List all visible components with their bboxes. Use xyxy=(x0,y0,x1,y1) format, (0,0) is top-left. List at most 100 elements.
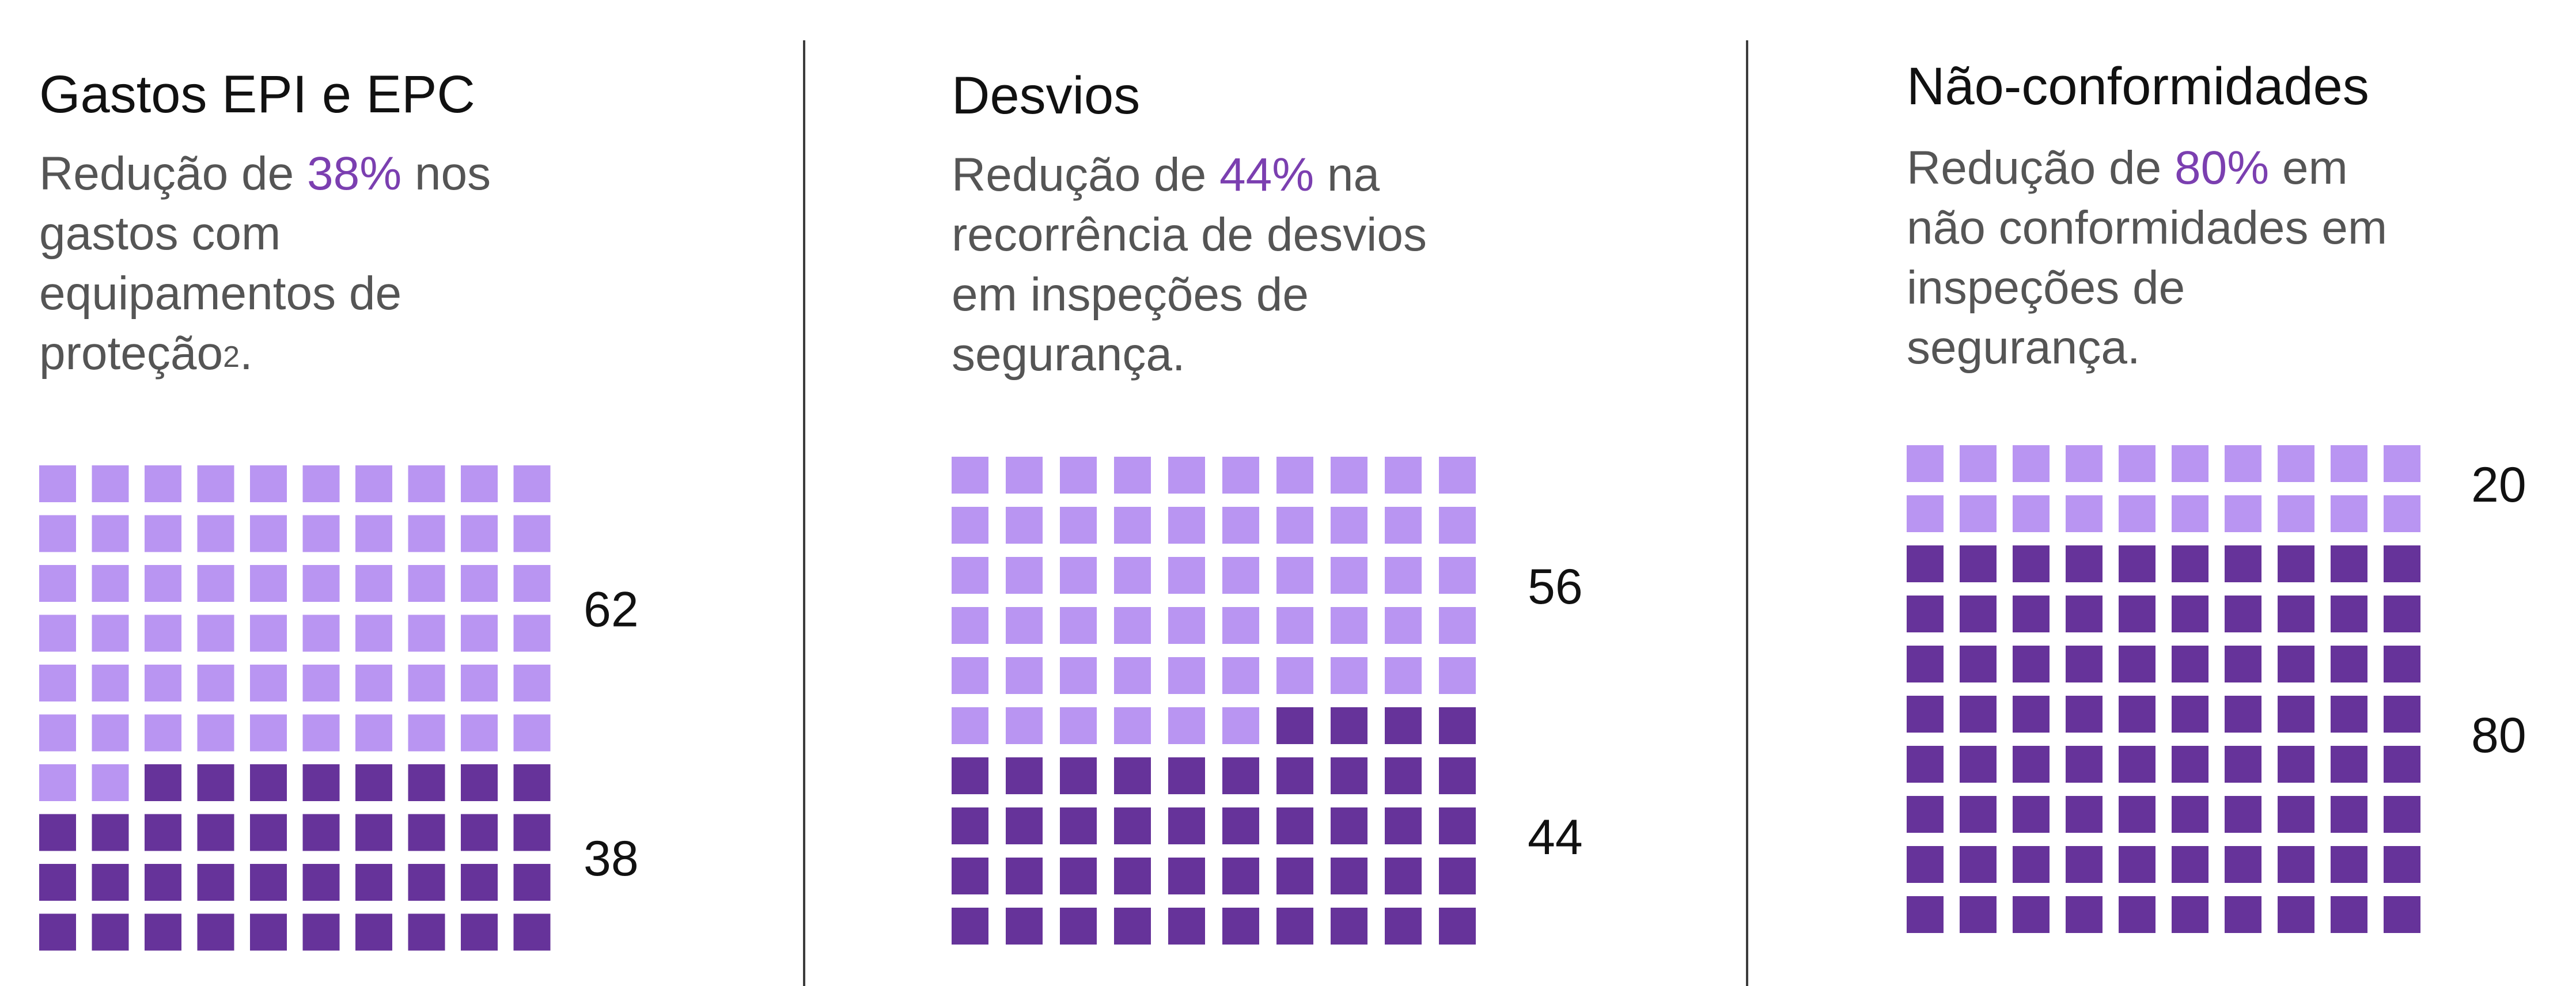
waffle-cell-dark xyxy=(2066,545,2103,582)
waffle-cell-light xyxy=(1960,495,1997,532)
waffle-cell-light xyxy=(1439,557,1476,594)
waffle-cell-dark xyxy=(1276,858,1313,894)
waffle-cell-light xyxy=(355,714,392,752)
waffle-cell-light xyxy=(1385,457,1422,494)
waffle-cell-dark xyxy=(1907,846,1944,883)
waffle-cell-dark xyxy=(2331,796,2367,833)
waffle-cell-dark xyxy=(1222,908,1259,945)
waffle-cell-light xyxy=(302,714,340,752)
waffle-cell-dark xyxy=(1907,596,1944,632)
waffle-cell-light xyxy=(302,465,340,502)
waffle-cell-dark xyxy=(1060,858,1097,894)
waffle-cell-dark xyxy=(1114,908,1151,945)
waffle-cell-light xyxy=(1222,507,1259,544)
waffle-cell-light xyxy=(2013,495,2050,532)
waffle-cell-dark xyxy=(1960,746,1997,783)
waffle-cell-light xyxy=(2331,495,2367,532)
panel-title: Desvios xyxy=(952,66,1141,125)
waffle-cell-dark xyxy=(2225,796,2261,833)
waffle-cell-dark xyxy=(1060,757,1097,794)
waffle-cell-dark xyxy=(461,764,498,801)
waffle-cell-light xyxy=(461,565,498,602)
waffle-cell-dark xyxy=(1331,858,1367,894)
waffle-cell-dark xyxy=(1168,908,1205,945)
waffle-cell-light xyxy=(1276,507,1313,544)
waffle-cell-dark xyxy=(1439,858,1476,894)
waffle-cell-light xyxy=(513,714,551,752)
waffle-cell-dark xyxy=(355,864,392,901)
waffle-cell-dark xyxy=(461,864,498,901)
waffle-cell-light xyxy=(1907,495,1944,532)
waffle-cell-dark xyxy=(197,814,234,851)
desc-text: nos xyxy=(401,147,491,200)
waffle-cell-light xyxy=(39,465,76,502)
waffle-cell-light xyxy=(250,615,287,652)
waffle-label-light: 62 xyxy=(584,582,639,638)
waffle-cell-dark xyxy=(408,913,445,951)
waffle-cell-light xyxy=(355,465,392,502)
waffle-cell-light xyxy=(355,665,392,701)
waffle-cell-light xyxy=(952,457,988,494)
waffle-cell-light xyxy=(2119,445,2155,482)
desc-text: Redução de xyxy=(39,147,308,200)
waffle-cell-dark xyxy=(1006,807,1043,844)
waffle-cell-dark xyxy=(2172,596,2208,632)
desc-text: gastos com xyxy=(39,207,281,260)
waffle-cell-dark xyxy=(2013,846,2050,883)
waffle-cell-light xyxy=(1385,657,1422,694)
panel-description: Redução de 80% em não conformidades em i… xyxy=(1907,138,2387,378)
waffle-cell-light xyxy=(1385,557,1422,594)
waffle-cell-dark xyxy=(250,814,287,851)
waffle-cell-light xyxy=(513,565,551,602)
waffle-cell-dark xyxy=(2278,696,2314,733)
waffle-cell-dark xyxy=(39,864,76,901)
waffle-cell-light xyxy=(1168,657,1205,694)
waffle-cell-light xyxy=(197,615,234,652)
waffle-cell-dark xyxy=(1114,807,1151,844)
waffle-cell-light xyxy=(1439,607,1476,644)
waffle-cell-dark xyxy=(2119,596,2155,632)
waffle-cell-light xyxy=(1276,457,1313,494)
waffle-label-dark: 80 xyxy=(2471,708,2526,763)
waffle-cell-dark xyxy=(2225,696,2261,733)
waffle-cell-dark xyxy=(1960,846,1997,883)
waffle-cell-dark xyxy=(92,814,129,851)
waffle-cell-light xyxy=(461,465,498,502)
waffle-cell-light xyxy=(1168,707,1205,744)
waffle-cell-light xyxy=(355,565,392,602)
waffle-cell-light xyxy=(2278,445,2314,482)
waffle-cell-light xyxy=(1006,607,1043,644)
waffle-cell-light xyxy=(1276,607,1313,644)
waffle-cell-light xyxy=(2331,445,2367,482)
waffle-cell-light xyxy=(1114,507,1151,544)
waffle-cell-dark xyxy=(1907,545,1944,582)
waffle-cell-dark xyxy=(2013,545,2050,582)
waffle-cell-dark xyxy=(2066,696,2103,733)
waffle-cell-dark xyxy=(2172,646,2208,682)
waffle-cell-light xyxy=(952,707,988,744)
waffle-cell-dark xyxy=(2278,896,2314,933)
waffle-cell-dark xyxy=(952,908,988,945)
waffle-cell-light xyxy=(1331,557,1367,594)
waffle-cell-dark xyxy=(2225,746,2261,783)
highlight-percent: 44% xyxy=(1219,149,1314,201)
waffle-cell-dark xyxy=(250,864,287,901)
waffle-cell-light xyxy=(1168,507,1205,544)
waffle-cell-light xyxy=(39,665,76,701)
desc-text: proteção xyxy=(39,327,223,380)
waffle-cell-light xyxy=(1907,445,1944,482)
waffle-chart: 62 38 xyxy=(39,465,639,951)
waffle-cell-dark xyxy=(513,764,551,801)
waffle-cell-dark xyxy=(1907,646,1944,682)
waffle-cell-dark xyxy=(1960,896,1997,933)
waffle-chart: 56 44 xyxy=(952,457,1583,945)
waffle-label-dark: 44 xyxy=(1528,810,1583,865)
waffle-cell-dark xyxy=(1331,707,1367,744)
waffle-cell-light xyxy=(1060,457,1097,494)
waffle-cell-dark xyxy=(2331,746,2367,783)
waffle-cell-dark xyxy=(2013,896,2050,933)
waffle-cell-light xyxy=(250,714,287,752)
waffle-cell-light xyxy=(1168,457,1205,494)
waffle-cell-dark xyxy=(2066,596,2103,632)
waffle-cell-dark xyxy=(302,864,340,901)
